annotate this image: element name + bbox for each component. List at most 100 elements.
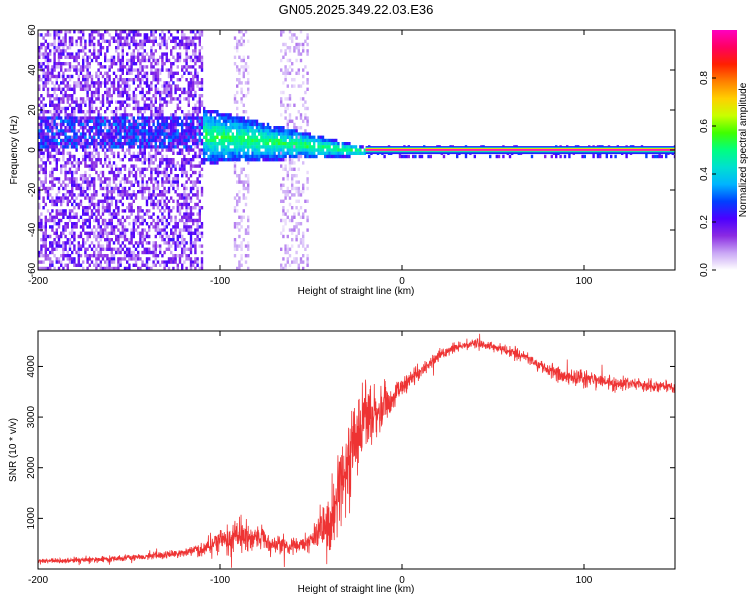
- spectrogram-cell: [46, 110, 50, 114]
- spectrogram-cell: [38, 222, 41, 226]
- spectrogram-cell: [165, 218, 168, 223]
- spectrogram-cell: [104, 52, 107, 56]
- spectrogram-cell: [332, 148, 336, 152]
- spectrogram-cell: [44, 218, 47, 223]
- spectrogram-cell: [297, 138, 300, 143]
- spectrogram-cell: [143, 196, 146, 200]
- spectrogram-cell: [64, 164, 67, 168]
- spectrogram-cell: [163, 145, 166, 149]
- spectrogram-cell: [150, 68, 153, 72]
- spectrogram-cell: [115, 206, 118, 210]
- spectrogram-cell: [247, 244, 250, 248]
- spectrogram-cell: [137, 74, 140, 79]
- spectrogram-cell: [45, 270, 47, 273]
- spectrogram-cell: [75, 167, 78, 171]
- spectrogram-cell: [656, 154, 659, 159]
- spectrogram-cell: [53, 55, 56, 59]
- spectrogram-cell: [49, 74, 52, 79]
- spectrogram-cell: [141, 138, 144, 143]
- spectrogram-cell: [304, 132, 307, 136]
- spectrogram-cell: [44, 202, 47, 207]
- spectrogram-cell: [97, 202, 100, 207]
- spectrogram-cell: [95, 81, 98, 85]
- spectrogram-cell: [289, 270, 291, 273]
- spectrogram-cell: [258, 138, 261, 143]
- spectrogram-cell: [207, 138, 210, 143]
- spectrogram-cell: [185, 36, 188, 40]
- spectrogram-cell: [282, 218, 285, 223]
- spectrogram-cell: [53, 39, 56, 43]
- spectrogram-cell: [286, 84, 289, 88]
- spectrogram-cell: [284, 135, 287, 139]
- spectrogram-cell: [332, 138, 336, 143]
- spectrogram-cell: [178, 202, 182, 207]
- spectrogram-cell: [134, 193, 138, 197]
- spectrogram-cell: [40, 183, 43, 187]
- spectrogram-cell: [97, 241, 100, 245]
- spectrogram-cell: [130, 270, 132, 273]
- spectrogram-cell: [44, 74, 47, 79]
- spectrogram-cell: [99, 71, 102, 75]
- spectrogram-cell: [200, 46, 204, 50]
- spectrogram-cell: [291, 238, 294, 242]
- spectrogram-cell: [84, 177, 87, 181]
- spectrogram-cell: [183, 161, 186, 165]
- spectrogram-cell: [117, 199, 120, 203]
- spectrogram-cell: [341, 151, 344, 155]
- spectrogram-cell: [152, 78, 155, 82]
- spectrogram-cell: [97, 222, 100, 226]
- spectrogram-cell: [280, 186, 283, 191]
- spectrogram-cell: [156, 87, 160, 91]
- spectrogram-cell: [64, 94, 67, 98]
- spectrogram-cell: [170, 119, 173, 123]
- spectrogram-cell: [304, 135, 307, 139]
- spectrogram-cell: [165, 154, 168, 159]
- spectrogram-cell: [46, 132, 50, 136]
- spectrogram-cell: [264, 129, 267, 133]
- spectrogram-cell: [73, 247, 76, 251]
- spectrogram-cell: [139, 62, 142, 66]
- spectrogram-cell: [335, 138, 338, 143]
- spectrogram-cell: [42, 161, 45, 165]
- spectrogram-cell: [159, 145, 162, 149]
- spectrogram-cell: [264, 148, 267, 152]
- spectrogram-cell: [200, 33, 204, 37]
- spectrogram-cell: [260, 145, 263, 149]
- spectrogram-cell: [106, 199, 109, 203]
- spectrogram-cell: [95, 71, 98, 75]
- spectrogram-cell: [181, 206, 184, 210]
- spectrogram-cell: [99, 225, 102, 229]
- spectrogram-cell: [64, 142, 67, 146]
- spectrogram-cell: [148, 145, 151, 149]
- spectrogram-cell: [53, 135, 56, 139]
- spectrogram-cell: [154, 100, 157, 104]
- spectrogram-cell: [236, 42, 239, 47]
- spectrogram-cell: [596, 154, 600, 159]
- spectrogram-cell: [247, 174, 250, 178]
- spectrogram-cell: [66, 62, 69, 66]
- spectrogram-cell: [181, 174, 184, 178]
- spectrogram-cell: [156, 231, 160, 235]
- spectrogram-cell: [126, 94, 129, 98]
- spectrogram-cell: [165, 174, 168, 178]
- spectrogram-cell: [49, 129, 52, 133]
- spectrogram-cell: [187, 206, 190, 210]
- spectrogram-cell: [185, 138, 188, 143]
- spectrogram-cell: [236, 135, 239, 139]
- spectrogram-cell: [62, 257, 65, 261]
- spectrogram-cell: [77, 164, 80, 168]
- spectrogram-cell: [189, 257, 193, 261]
- spectrogram-cell: [172, 71, 175, 75]
- spectrogram-cell: [86, 110, 89, 114]
- spectrogram-cell: [161, 234, 164, 239]
- spectrogram-cell: [90, 119, 94, 123]
- spectrogram-cell: [291, 180, 294, 184]
- spectrogram-cell: [189, 212, 193, 216]
- spectrogram-cell: [185, 42, 188, 47]
- spectrogram-cell: [44, 122, 47, 127]
- spectrogram-cell: [288, 154, 292, 159]
- spectrogram-cell: [238, 116, 241, 120]
- spectrogram-cell: [108, 190, 111, 194]
- spectrogram-cell: [200, 142, 204, 146]
- spectrogram-cell: [145, 129, 149, 133]
